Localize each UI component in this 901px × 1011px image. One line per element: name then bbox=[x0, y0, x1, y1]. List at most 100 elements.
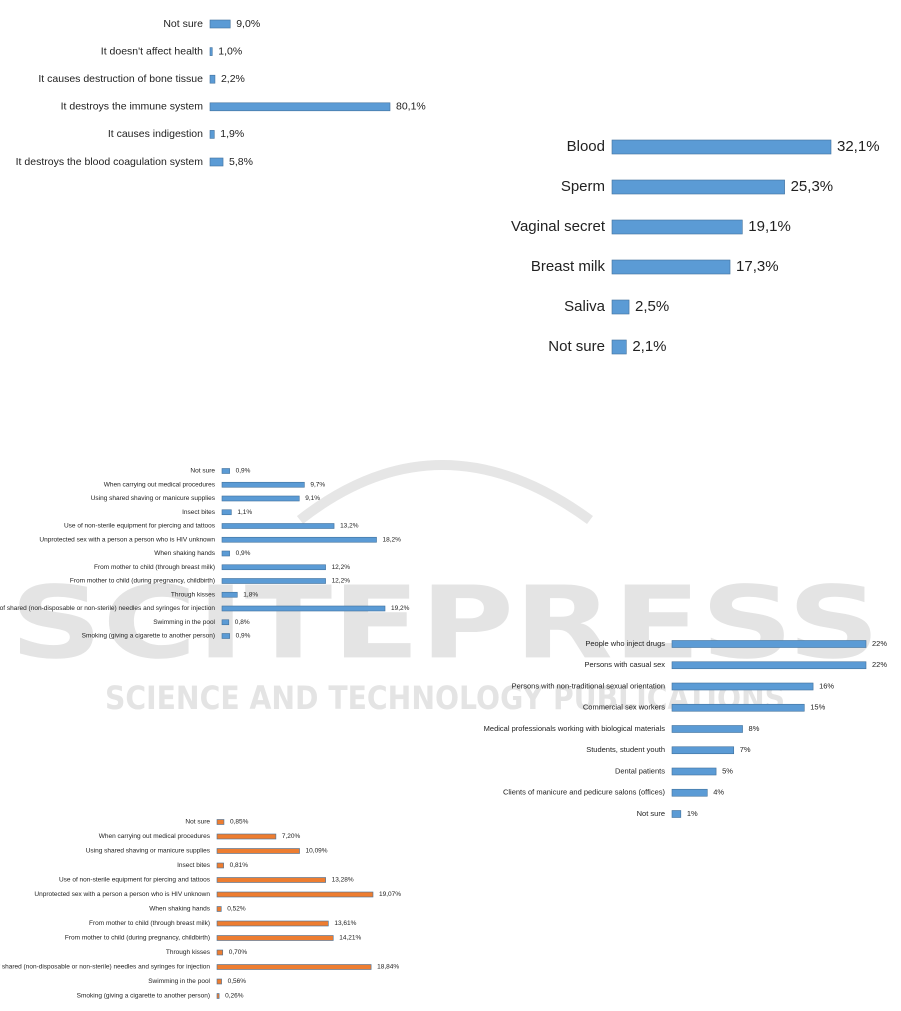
bar bbox=[216, 848, 300, 854]
bar bbox=[216, 964, 372, 970]
bar bbox=[221, 481, 305, 488]
value-label: 0,9% bbox=[236, 468, 251, 475]
bar bbox=[209, 19, 231, 29]
bar bbox=[671, 640, 867, 648]
value-label: 18,84% bbox=[377, 964, 399, 971]
bar bbox=[221, 564, 326, 571]
category-label: Not sure bbox=[548, 338, 605, 355]
value-label: 12,2% bbox=[332, 564, 351, 571]
bar bbox=[216, 891, 374, 898]
bar bbox=[209, 47, 213, 56]
value-label: 13,28% bbox=[332, 877, 354, 884]
value-label: 0,81% bbox=[230, 862, 249, 869]
value-label: 12,2% bbox=[332, 578, 351, 585]
value-label: 0,9% bbox=[236, 550, 251, 557]
category-label: When carrying out medical procedures bbox=[99, 833, 211, 840]
bar bbox=[671, 767, 717, 776]
value-label: 1,9% bbox=[220, 128, 244, 140]
bar bbox=[611, 299, 630, 315]
bar bbox=[209, 157, 224, 167]
category-label: Unprotected sex with a person a person w… bbox=[34, 891, 210, 898]
value-label: 5,8% bbox=[229, 156, 253, 168]
value-label: 22% bbox=[872, 660, 887, 669]
bar bbox=[221, 536, 377, 543]
value-label: 19,1% bbox=[748, 218, 791, 235]
value-label: 9,0% bbox=[236, 18, 260, 30]
value-label: 13,61% bbox=[334, 920, 356, 927]
category-label: Clients of manicure and pedicure salons … bbox=[503, 788, 666, 797]
bar bbox=[216, 862, 224, 869]
value-label: 18,2% bbox=[383, 536, 402, 543]
value-label: 7% bbox=[740, 745, 751, 754]
value-label: 19,2% bbox=[391, 605, 410, 612]
value-label: 0,70% bbox=[229, 949, 248, 956]
value-label: 10,09% bbox=[306, 848, 328, 855]
bar bbox=[216, 906, 222, 912]
category-label: Through kisses bbox=[171, 591, 216, 598]
category-label: When carrying out medical procedures bbox=[104, 481, 216, 488]
category-label: Medical professionals working with biolo… bbox=[484, 724, 666, 733]
bar bbox=[671, 703, 805, 712]
category-label: Vaginal secret bbox=[511, 218, 606, 235]
value-label: 15% bbox=[810, 703, 825, 712]
watermark: SCITEPRESS SCIENCE AND TECHNOLOGY PUBLIC… bbox=[10, 460, 880, 717]
category-label: Commercial sex workers bbox=[583, 703, 665, 712]
category-label: Swimming in the pool bbox=[153, 619, 215, 626]
category-label: Smoking (giving a cigarette to another p… bbox=[77, 993, 210, 1000]
category-label: From mother to child (during pregnancy, … bbox=[65, 935, 210, 942]
value-label: 7,20% bbox=[282, 833, 301, 840]
category-label: Not sure bbox=[163, 18, 203, 30]
value-label: 0,26% bbox=[225, 993, 244, 1000]
value-label: 1,8% bbox=[243, 591, 258, 598]
category-label: Not sure bbox=[190, 468, 215, 475]
category-label: Not sure bbox=[637, 809, 665, 818]
bar bbox=[611, 139, 832, 155]
category-label: Sperm bbox=[561, 178, 605, 195]
bar bbox=[221, 605, 386, 612]
value-label: 4% bbox=[713, 788, 724, 797]
bar bbox=[221, 578, 326, 584]
value-label: 19,07% bbox=[379, 891, 401, 898]
bar bbox=[671, 725, 743, 733]
watermark-arc bbox=[296, 460, 593, 525]
bar bbox=[611, 219, 743, 235]
category-label: Using shared shaving or manicure supplie… bbox=[86, 848, 211, 855]
category-label: Persons with non-traditional sexual orie… bbox=[512, 681, 665, 690]
value-label: 1% bbox=[687, 809, 698, 818]
bar bbox=[209, 102, 391, 112]
value-label: 13,2% bbox=[340, 523, 359, 530]
value-label: 25,3% bbox=[791, 178, 834, 195]
bar bbox=[209, 74, 216, 84]
bar bbox=[671, 682, 814, 691]
category-label: When shaking hands bbox=[149, 906, 210, 913]
bar bbox=[221, 509, 232, 516]
category-label: Breast milk bbox=[531, 258, 606, 275]
category-label: Unprotected sex with a person a person w… bbox=[39, 536, 215, 543]
value-label: 0,85% bbox=[230, 819, 249, 826]
category-label: Blood bbox=[567, 138, 605, 155]
bar bbox=[611, 339, 627, 355]
value-label: 2,2% bbox=[221, 73, 245, 85]
value-label: 8% bbox=[749, 724, 760, 733]
category-label: Persons with casual sex bbox=[585, 660, 666, 669]
value-label: 1,1% bbox=[237, 509, 252, 516]
category-label: Smoking (giving a cigarette to another p… bbox=[82, 633, 215, 640]
category-label: It destroys the immune system bbox=[61, 101, 204, 113]
category-label: Insect bites bbox=[182, 509, 216, 516]
category-label: Use of non-sterile equipment for piercin… bbox=[64, 523, 216, 530]
value-label: 1,0% bbox=[218, 45, 242, 57]
category-label: People who inject drugs bbox=[585, 639, 665, 648]
value-label: 0,9% bbox=[236, 633, 251, 640]
bar bbox=[221, 468, 230, 474]
bar bbox=[216, 877, 326, 883]
value-label: 2,1% bbox=[632, 338, 666, 355]
bar bbox=[671, 788, 708, 797]
bar bbox=[216, 819, 225, 825]
value-label: 0,8% bbox=[235, 619, 250, 626]
watermark-subtitle: SCIENCE AND TECHNOLOGY PUBLICATIONS bbox=[105, 679, 785, 717]
category-label: From mother to child (during pregnancy, … bbox=[70, 578, 215, 585]
category-label: It destroys the blood coagulation system bbox=[16, 156, 204, 168]
category-label: It causes indigestion bbox=[108, 128, 203, 140]
bar bbox=[671, 746, 735, 755]
category-label: Use of shared (non-disposable or non-ste… bbox=[0, 605, 215, 612]
